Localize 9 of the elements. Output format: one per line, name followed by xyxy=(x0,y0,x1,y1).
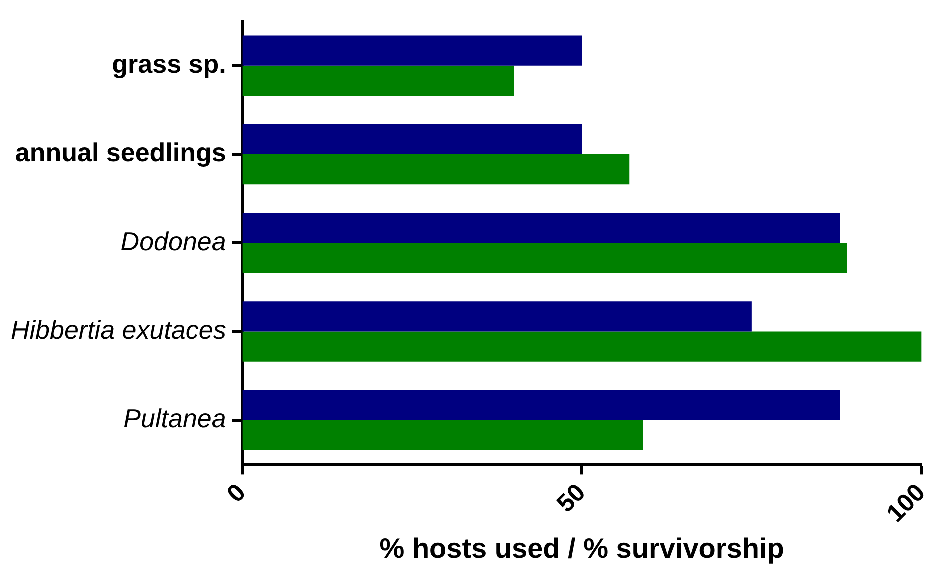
y-tick-label: Pultanea xyxy=(124,404,226,434)
x-tick-label: 50 xyxy=(552,478,592,518)
y-tick-label: Hibbertia exutaces xyxy=(10,315,226,345)
x-axis-title: % hosts used / % survivorship xyxy=(380,532,784,564)
x-tick-label: 100 xyxy=(882,478,931,528)
y-tick-label: Dodonea xyxy=(120,226,226,256)
y-tick-label: grass sp. xyxy=(112,49,226,80)
y-tick-label: annual seedlings xyxy=(15,138,226,168)
x-tick-label: 0 xyxy=(222,478,252,508)
